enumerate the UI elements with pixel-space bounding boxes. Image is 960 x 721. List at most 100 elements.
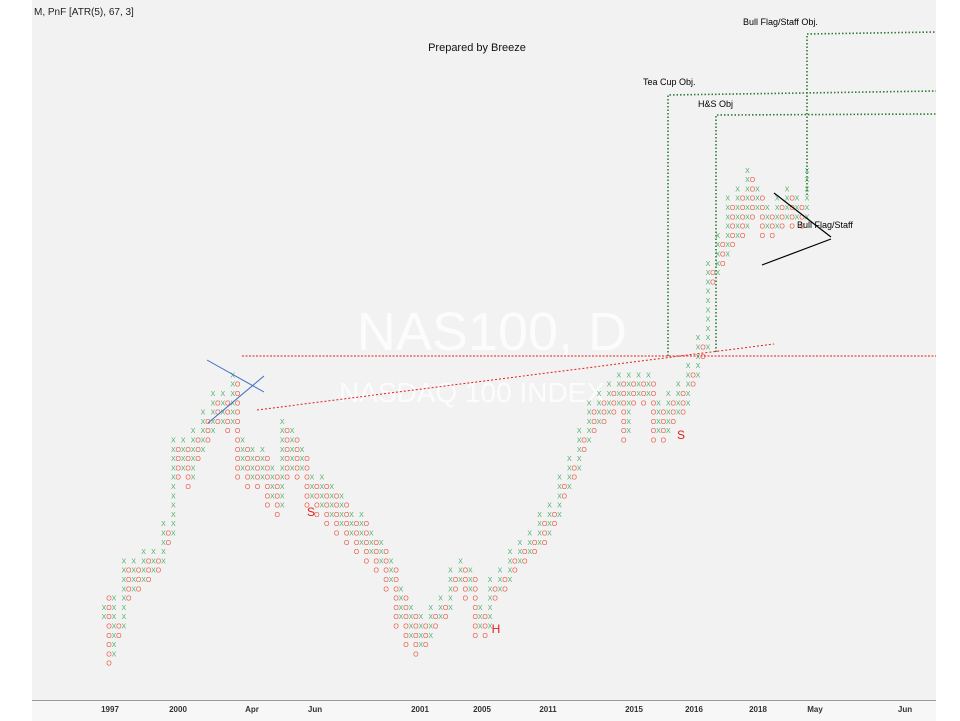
pnf-x-mark: X xyxy=(626,410,631,417)
pnf-x-mark: X xyxy=(290,456,295,463)
pnf-o-mark: O xyxy=(334,493,340,500)
pnf-o-mark: O xyxy=(482,614,488,621)
pnf-o-mark: O xyxy=(275,484,281,491)
pnf-x-mark: X xyxy=(488,577,493,584)
pnf-x-mark: X xyxy=(805,205,810,212)
pnf-o-mark: O xyxy=(403,605,409,612)
pnf-x-mark: X xyxy=(359,540,364,547)
pnf-x-mark: X xyxy=(260,465,265,472)
pnf-x-mark: X xyxy=(527,540,532,547)
pnf-x-mark: X xyxy=(488,605,493,612)
pnf-x-mark: X xyxy=(131,568,136,575)
x-tick-label: Apr xyxy=(245,705,259,714)
pnf-o-mark: O xyxy=(740,224,746,231)
pnf-x-mark: X xyxy=(676,382,681,389)
pnf-x-mark: X xyxy=(428,605,433,612)
pnf-o-mark: O xyxy=(651,410,657,417)
pnf-x-mark: X xyxy=(349,521,354,528)
pnf-o-mark: O xyxy=(661,428,667,435)
pnf-o-mark: O xyxy=(680,400,686,407)
pnf-x-mark: X xyxy=(537,540,542,547)
pnf-x-mark: X xyxy=(735,214,740,221)
pnf-o-mark: O xyxy=(473,633,479,640)
pnf-o-mark: O xyxy=(690,372,696,379)
pnf-x-mark: X xyxy=(745,214,750,221)
pnf-o-mark: O xyxy=(750,205,756,212)
pnf-o-mark: O xyxy=(760,214,766,221)
pnf-x-mark: X xyxy=(577,447,582,454)
pnf-x-mark: X xyxy=(557,512,562,519)
pnf-x-mark: X xyxy=(379,540,384,547)
pnf-x-mark: X xyxy=(805,186,810,193)
pnf-o-mark: O xyxy=(304,484,310,491)
pnf-x-mark: X xyxy=(191,438,196,445)
pnf-x-mark: X xyxy=(290,438,295,445)
pnf-o-mark: O xyxy=(383,586,389,593)
pnf-x-mark: X xyxy=(587,419,592,426)
pnf-o-mark: O xyxy=(344,540,350,547)
pnf-o-mark: O xyxy=(275,475,281,482)
pnf-o-mark: O xyxy=(393,577,399,584)
pnf-x-mark: X xyxy=(121,605,126,612)
pnf-o-mark: O xyxy=(473,614,479,621)
pnf-x-mark: X xyxy=(270,484,275,491)
pnf-x-mark: X xyxy=(676,400,681,407)
pnf-x-mark: X xyxy=(686,391,691,398)
pnf-o-mark: O xyxy=(304,503,310,510)
pnf-x-mark: X xyxy=(151,568,156,575)
pnf-x-mark: X xyxy=(785,186,790,193)
pnf-o-mark: O xyxy=(621,382,627,389)
pnf-x-mark: X xyxy=(171,512,176,519)
pnf-x-mark: X xyxy=(458,568,463,575)
annotation-right-shoulder: S xyxy=(677,428,685,442)
pnf-x-mark: X xyxy=(537,531,542,538)
pnf-o-mark: O xyxy=(136,568,142,575)
pnf-o-mark: O xyxy=(166,531,172,538)
pnf-x-mark: X xyxy=(725,196,730,203)
pnf-x-mark: X xyxy=(121,596,126,603)
pnf-x-mark: X xyxy=(626,382,631,389)
pnf-o-mark: O xyxy=(562,484,568,491)
pnf-o-mark: O xyxy=(255,475,261,482)
pnf-o-mark: O xyxy=(760,224,766,231)
pnf-x-mark: X xyxy=(745,205,750,212)
pnf-x-mark: X xyxy=(468,568,473,575)
pnf-x-mark: X xyxy=(171,521,176,528)
pnf-o-mark: O xyxy=(651,391,657,398)
pnf-x-mark: X xyxy=(706,289,711,296)
pnf-x-mark: X xyxy=(616,382,621,389)
pnf-x-mark: X xyxy=(131,586,136,593)
pnf-x-mark: X xyxy=(577,438,582,445)
pnf-x-mark: X xyxy=(468,586,473,593)
pnf-o-mark: O xyxy=(225,428,231,435)
pnf-x-mark: X xyxy=(715,261,720,268)
pnf-x-mark: X xyxy=(735,186,740,193)
pnf-o-mark: O xyxy=(730,205,736,212)
pnf-x-mark: X xyxy=(428,624,433,631)
pnf-x-mark: X xyxy=(181,438,186,445)
pnf-o-mark: O xyxy=(106,651,112,658)
pnf-o-mark: O xyxy=(789,214,795,221)
pnf-x-mark: X xyxy=(359,521,364,528)
pnf-x-mark: X xyxy=(329,512,334,519)
pnf-x-mark: X xyxy=(418,642,423,649)
x-tick-label: 2015 xyxy=(625,705,643,714)
pnf-x-mark: X xyxy=(686,382,691,389)
pnf-x-mark: X xyxy=(696,345,701,352)
pnf-x-mark: X xyxy=(379,549,384,556)
pnf-o-mark: O xyxy=(651,438,657,445)
pnf-x-mark: X xyxy=(161,549,166,556)
pnf-x-mark: X xyxy=(310,484,315,491)
pnf-x-mark: X xyxy=(666,391,671,398)
pnf-o-mark: O xyxy=(126,577,132,584)
pnf-o-mark: O xyxy=(463,596,469,603)
pnf-x-mark: X xyxy=(517,558,522,565)
pnf-o-mark: O xyxy=(284,428,290,435)
pnf-x-mark: X xyxy=(260,475,265,482)
pnf-x-mark: X xyxy=(339,521,344,528)
pnf-o-mark: O xyxy=(453,577,459,584)
pnf-o-mark: O xyxy=(304,465,310,472)
pnf-x-mark: X xyxy=(448,568,453,575)
pnf-x-mark: X xyxy=(270,493,275,500)
pnf-o-mark: O xyxy=(215,419,221,426)
